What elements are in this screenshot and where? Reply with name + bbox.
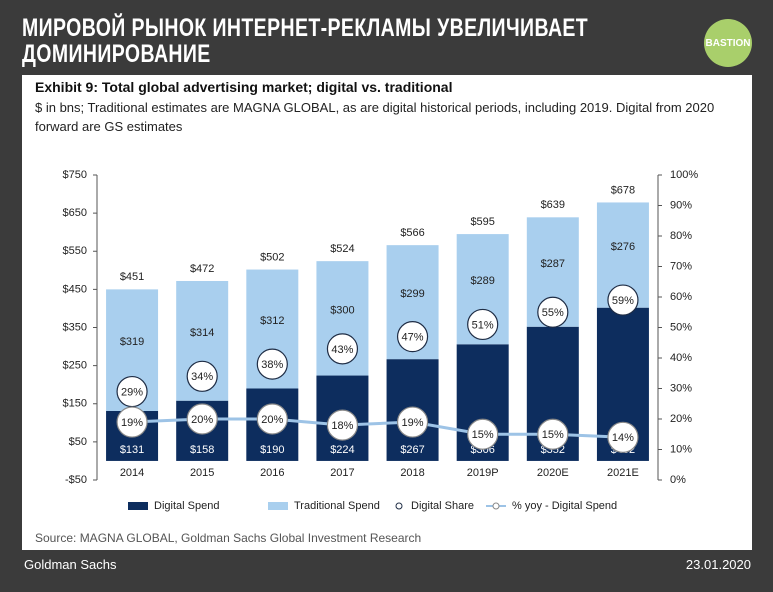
point bbox=[396, 406, 429, 438]
point bbox=[467, 308, 499, 341]
logo: BASTION bbox=[704, 19, 752, 67]
y2-tick-label: 80% bbox=[670, 230, 692, 242]
point bbox=[607, 284, 639, 316]
total-label: $451 bbox=[120, 271, 144, 283]
y-tick-label: $450 bbox=[63, 283, 87, 295]
point bbox=[186, 360, 218, 392]
x-tick-label: 2015 bbox=[190, 467, 214, 479]
point bbox=[186, 403, 218, 435]
point-label: 18% bbox=[331, 420, 353, 432]
point bbox=[396, 321, 429, 353]
x-tick-label: 2016 bbox=[260, 467, 284, 479]
bar-value-label: $300 bbox=[330, 304, 354, 316]
bar-value-label: $299 bbox=[400, 288, 424, 300]
y2-tick-label: 90% bbox=[670, 199, 692, 211]
y2-tick-label: 20% bbox=[670, 413, 692, 425]
chart-source: Source: MAGNA GLOBAL, Goldman Sachs Glob… bbox=[35, 531, 422, 545]
point-label: 55% bbox=[542, 307, 564, 319]
point-label: 59% bbox=[612, 295, 634, 307]
point bbox=[607, 421, 639, 453]
point-label: 19% bbox=[121, 417, 143, 429]
slide-title: МИРОВОЙ РЫНОК ИНТЕРНЕТ-РЕКЛАМЫ УВЕЛИЧИВА… bbox=[22, 14, 589, 42]
y-tick-label: $350 bbox=[63, 321, 87, 333]
point-label: 34% bbox=[191, 371, 213, 383]
legend-swatch bbox=[268, 502, 288, 510]
footer-right: 23.01.2020 bbox=[685, 557, 751, 572]
x-tick-label: 2017 bbox=[330, 467, 354, 479]
point-label: 51% bbox=[472, 319, 494, 331]
bar-value-label: $190 bbox=[260, 444, 284, 456]
legend-label: % yoy - Digital Spend bbox=[512, 500, 617, 512]
y-tick-label: -$50 bbox=[65, 474, 87, 486]
y2-tick-label: 60% bbox=[670, 291, 692, 303]
point bbox=[326, 409, 359, 441]
point bbox=[537, 296, 569, 328]
total-label: $678 bbox=[611, 184, 635, 196]
x-tick-label: 2018 bbox=[400, 467, 424, 479]
point bbox=[256, 403, 288, 435]
x-tick-label: 2014 bbox=[120, 467, 144, 479]
bar-value-label: $131 bbox=[120, 444, 144, 456]
y-tick-label: $250 bbox=[63, 360, 87, 372]
bar-value-label: $319 bbox=[120, 336, 144, 348]
y-tick-label: $650 bbox=[63, 207, 87, 219]
bar-value-label: $267 bbox=[400, 444, 424, 456]
total-label: $566 bbox=[400, 227, 424, 239]
point bbox=[537, 418, 569, 450]
total-label: $502 bbox=[260, 251, 284, 263]
point bbox=[256, 348, 288, 380]
point bbox=[116, 406, 148, 438]
point-label: 38% bbox=[261, 359, 283, 371]
y-tick-label: $150 bbox=[63, 398, 87, 410]
slide-title: ДОМИНИРОВАНИЕ bbox=[22, 40, 211, 68]
x-tick-label: 2020E bbox=[537, 467, 569, 479]
y2-tick-label: 30% bbox=[670, 382, 692, 394]
point-label: 15% bbox=[472, 429, 494, 441]
chart-subtitle: $ in bns; Traditional estimates are MAGN… bbox=[35, 100, 715, 134]
total-label: $639 bbox=[541, 199, 565, 211]
x-tick-label: 2019P bbox=[467, 467, 499, 479]
legend-label: Digital Spend bbox=[154, 500, 219, 512]
legend-swatch bbox=[492, 502, 500, 510]
point-label: 20% bbox=[191, 414, 213, 426]
bar-value-label: $276 bbox=[611, 241, 635, 253]
bar-value-label: $287 bbox=[541, 258, 565, 270]
y-tick-label: $50 bbox=[69, 436, 87, 448]
bar-value-label: $312 bbox=[260, 315, 284, 327]
bar-value-label: $289 bbox=[470, 275, 494, 287]
point bbox=[467, 418, 499, 450]
y2-tick-label: 50% bbox=[670, 321, 692, 333]
y2-tick-label: 0% bbox=[670, 474, 686, 486]
point-label: 19% bbox=[402, 417, 424, 429]
point-label: 29% bbox=[121, 386, 143, 398]
y-tick-label: $750 bbox=[63, 169, 87, 181]
point-label: 47% bbox=[402, 332, 424, 344]
bar-value-label: $314 bbox=[190, 327, 214, 339]
footer-left: Goldman Sachs bbox=[24, 557, 117, 572]
legend-label: Digital Share bbox=[411, 500, 474, 512]
y2-tick-label: 100% bbox=[670, 169, 698, 181]
y2-tick-label: 10% bbox=[670, 443, 692, 455]
legend-swatch bbox=[395, 502, 403, 510]
y2-tick-label: 70% bbox=[670, 260, 692, 272]
y-tick-label: $550 bbox=[63, 245, 87, 257]
point-label: 14% bbox=[612, 432, 634, 444]
total-label: $524 bbox=[330, 243, 354, 255]
point-label: 15% bbox=[542, 429, 564, 441]
y2-tick-label: 40% bbox=[670, 352, 692, 364]
bar-value-label: $158 bbox=[190, 444, 214, 456]
legend-label: Traditional Spend bbox=[294, 500, 380, 512]
x-tick-label: 2021E bbox=[607, 467, 639, 479]
point-label: 20% bbox=[261, 414, 283, 426]
total-label: $595 bbox=[470, 216, 494, 228]
total-label: $472 bbox=[190, 263, 214, 275]
legend-swatch bbox=[128, 502, 148, 510]
point-label: 43% bbox=[331, 344, 353, 356]
point bbox=[326, 333, 359, 365]
bar-value-label: $224 bbox=[330, 444, 354, 456]
chart-title: Exhibit 9: Total global advertising mark… bbox=[35, 79, 453, 95]
